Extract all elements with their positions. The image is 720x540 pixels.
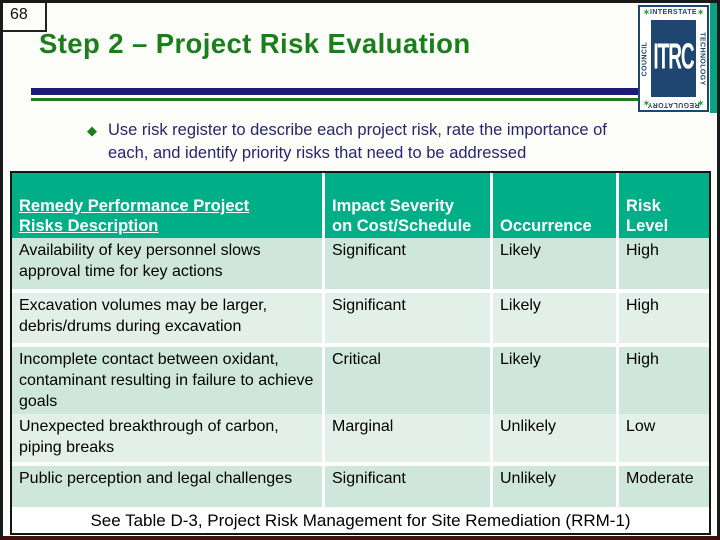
title-rule-green [31, 98, 638, 101]
cell-impact: Critical [325, 347, 490, 416]
table-row: Incomplete contact between oxidant, cont… [12, 347, 709, 416]
cell-occurrence: Likely [493, 238, 616, 289]
logo-center-mark: ITRC [651, 20, 696, 97]
cell-description: Incomplete contact between oxidant, cont… [12, 347, 322, 416]
table-row: Unexpected breakthrough of carbon, pipin… [12, 414, 709, 462]
cell-occurrence: Unlikely [493, 414, 616, 462]
page-number-box: 68 [3, 3, 47, 32]
cell-risk: Moderate [619, 466, 709, 507]
teal-edge-stripe [710, 3, 717, 113]
table-footnote: See Table D-3, Project Risk Management f… [12, 509, 709, 533]
logo-word-left: COUNCIL [641, 41, 649, 76]
cell-impact: Marginal [325, 414, 490, 462]
page-number: 68 [10, 6, 28, 23]
risk-table: Remedy Performance Project Risks Descrip… [10, 171, 711, 535]
logo-word-bottom: REGULATORY [647, 101, 700, 108]
star-icon: ✶ [697, 8, 704, 17]
header-risk-level: Risk Level [619, 173, 709, 241]
cell-risk: High [619, 293, 709, 343]
logo-word-top: INTERSTATE [650, 9, 697, 16]
cell-impact: Significant [325, 293, 490, 343]
cell-impact: Significant [325, 466, 490, 507]
table-header-row: Remedy Performance Project Risks Descrip… [12, 173, 709, 241]
star-icon: ✶ [697, 99, 704, 108]
header-impact-severity: Impact Severity on Cost/Schedule [325, 173, 490, 241]
star-icon: ✶ [643, 8, 650, 17]
bullet-item: ◆ Use risk register to describe each pro… [87, 119, 662, 165]
cell-occurrence: Likely [493, 293, 616, 343]
cell-risk: Low [619, 414, 709, 462]
logo-acronym: ITRC [653, 37, 694, 78]
table-row: Public perception and legal challenges S… [12, 466, 709, 507]
cell-occurrence: Unlikely [493, 466, 616, 507]
table-row: Excavation volumes may be larger, debris… [12, 293, 709, 343]
header-description: Remedy Performance Project Risks Descrip… [12, 173, 322, 241]
cell-description: Excavation volumes may be larger, debris… [12, 293, 322, 343]
table-row: Availability of key personnel slows appr… [12, 238, 709, 289]
title-rule-navy [31, 88, 638, 95]
header-occurrence: Occurrence [493, 173, 616, 241]
logo-word-right: TECHNOLOGY [698, 31, 706, 86]
slide-title: Step 2 – Project Risk Evaluation [39, 28, 471, 59]
cell-description: Unexpected breakthrough of carbon, pipin… [12, 414, 322, 462]
cell-impact: Significant [325, 238, 490, 289]
cell-risk: High [619, 347, 709, 416]
diamond-bullet-icon: ◆ [87, 123, 97, 138]
bullet-text: Use risk register to describe each proje… [108, 121, 607, 163]
cell-description: Availability of key personnel slows appr… [12, 238, 322, 289]
itrc-logo: ✶ ✶ ✶ ✶ INTERSTATE REGULATORY COUNCIL TE… [638, 5, 709, 112]
cell-risk: High [619, 238, 709, 289]
cell-description: Public perception and legal challenges [12, 466, 322, 507]
star-icon: ✶ [643, 99, 650, 108]
cell-occurrence: Likely [493, 347, 616, 416]
